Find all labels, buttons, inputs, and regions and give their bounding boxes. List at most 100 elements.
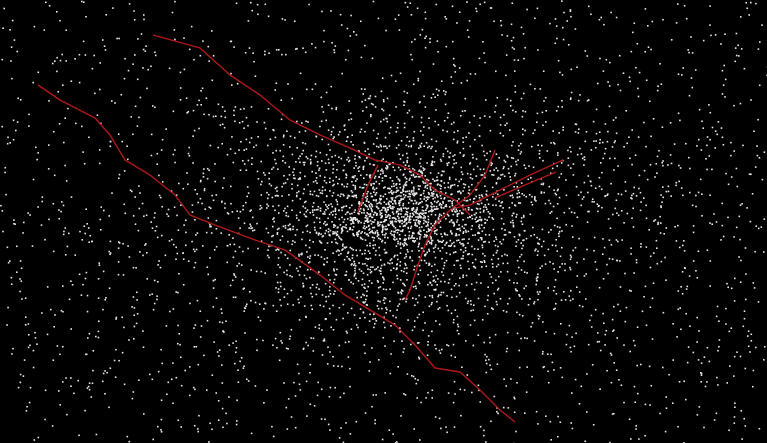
star-dot bbox=[512, 109, 514, 112]
star-dot bbox=[310, 161, 312, 163]
star-dot bbox=[681, 293, 684, 295]
star-dot bbox=[481, 230, 484, 233]
star-dot bbox=[374, 254, 377, 256]
star-dot bbox=[275, 82, 278, 84]
star-dot bbox=[502, 309, 505, 312]
star-dot bbox=[209, 207, 212, 209]
star-dot bbox=[456, 22, 458, 24]
star-dot bbox=[468, 238, 470, 240]
star-dot bbox=[11, 19, 14, 22]
star-dot bbox=[332, 171, 334, 174]
star-dot bbox=[194, 189, 196, 191]
star-dot bbox=[361, 238, 364, 241]
star-dot bbox=[392, 161, 394, 164]
star-dot bbox=[354, 269, 356, 272]
star-dot bbox=[373, 182, 375, 185]
star-dot bbox=[397, 122, 399, 124]
star-dot bbox=[376, 202, 378, 205]
star-dot bbox=[194, 219, 196, 221]
star-dot bbox=[401, 230, 404, 233]
star-dot bbox=[73, 392, 75, 395]
star-dot bbox=[378, 183, 381, 185]
star-dot bbox=[484, 218, 486, 221]
star-dot bbox=[469, 173, 472, 176]
star-dot bbox=[386, 164, 388, 167]
star-dot bbox=[275, 249, 277, 251]
star-dot bbox=[391, 185, 393, 188]
star-dot bbox=[180, 356, 182, 359]
star-dot bbox=[417, 379, 419, 381]
star-dot bbox=[606, 369, 608, 372]
star-dot bbox=[590, 180, 592, 183]
star-dot bbox=[399, 186, 402, 189]
star-dot bbox=[428, 250, 431, 252]
star-dot bbox=[369, 271, 372, 274]
star-dot bbox=[141, 202, 144, 205]
star-dot bbox=[485, 206, 487, 208]
star-dot bbox=[506, 156, 509, 158]
star-dot bbox=[406, 211, 409, 214]
star-dot bbox=[109, 252, 112, 254]
star-dot bbox=[526, 366, 528, 368]
star-dot bbox=[250, 209, 252, 211]
star-dot bbox=[291, 209, 293, 211]
star-dot bbox=[662, 196, 664, 199]
star-dot bbox=[494, 244, 497, 247]
star-dot bbox=[749, 220, 752, 223]
star-dot bbox=[657, 85, 659, 87]
star-dot bbox=[267, 15, 270, 18]
star-dot bbox=[332, 252, 334, 254]
star-dot bbox=[441, 170, 444, 173]
star-dot bbox=[413, 210, 416, 213]
star-dot bbox=[376, 206, 378, 208]
star-dot bbox=[508, 231, 510, 234]
star-dot bbox=[331, 221, 333, 223]
star-dot bbox=[406, 215, 409, 218]
star-dot bbox=[383, 100, 385, 103]
star-dot bbox=[456, 215, 459, 218]
star-dot bbox=[98, 149, 101, 151]
star-dot bbox=[404, 218, 406, 221]
star-dot bbox=[305, 215, 308, 218]
star-dot bbox=[365, 106, 368, 109]
star-dot bbox=[283, 210, 285, 212]
star-dot bbox=[724, 33, 726, 35]
star-dot bbox=[538, 243, 540, 245]
star-dot bbox=[410, 14, 413, 16]
star-dot bbox=[450, 354, 453, 357]
star-dot bbox=[220, 115, 223, 118]
star-dot bbox=[576, 275, 579, 277]
star-dot bbox=[363, 212, 365, 214]
star-dot bbox=[685, 142, 687, 145]
star-dot bbox=[414, 240, 417, 242]
star-dot bbox=[120, 93, 123, 96]
star-dot bbox=[399, 264, 401, 267]
star-dot bbox=[432, 178, 434, 180]
star-dot bbox=[414, 221, 417, 224]
star-dot bbox=[478, 194, 481, 197]
star-dot bbox=[536, 276, 539, 278]
star-dot bbox=[97, 297, 100, 299]
star-dot bbox=[315, 293, 318, 296]
star-dot bbox=[359, 249, 361, 252]
star-dot bbox=[419, 238, 421, 240]
star-dot bbox=[267, 249, 269, 251]
star-dot bbox=[385, 117, 387, 120]
star-dot bbox=[354, 217, 356, 219]
star-dot bbox=[12, 347, 14, 350]
star-dot bbox=[31, 245, 34, 247]
star-dot bbox=[367, 235, 370, 237]
star-dot bbox=[335, 318, 338, 321]
star-dot bbox=[420, 401, 422, 404]
star-dot bbox=[353, 167, 355, 169]
star-dot bbox=[191, 240, 193, 243]
star-dot bbox=[603, 246, 606, 249]
star-dot bbox=[481, 319, 484, 321]
star-dot bbox=[343, 205, 345, 208]
star-dot bbox=[138, 116, 140, 119]
star-dot bbox=[505, 54, 508, 56]
star-dot bbox=[752, 282, 755, 284]
star-dot bbox=[475, 207, 478, 210]
star-dot bbox=[460, 114, 462, 117]
star-dot bbox=[442, 267, 445, 270]
